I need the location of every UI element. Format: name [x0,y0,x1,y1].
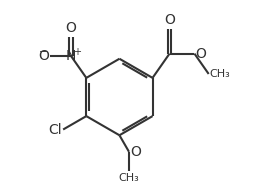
Text: O: O [66,21,76,35]
Text: Cl: Cl [49,122,62,137]
Text: O: O [195,47,206,61]
Text: O: O [164,13,175,27]
Text: O: O [130,145,141,159]
Text: +: + [73,47,81,57]
Text: −: − [38,47,48,57]
Text: CH₃: CH₃ [119,173,139,183]
Text: N: N [66,49,76,63]
Text: CH₃: CH₃ [210,69,230,79]
Text: O: O [38,49,49,63]
